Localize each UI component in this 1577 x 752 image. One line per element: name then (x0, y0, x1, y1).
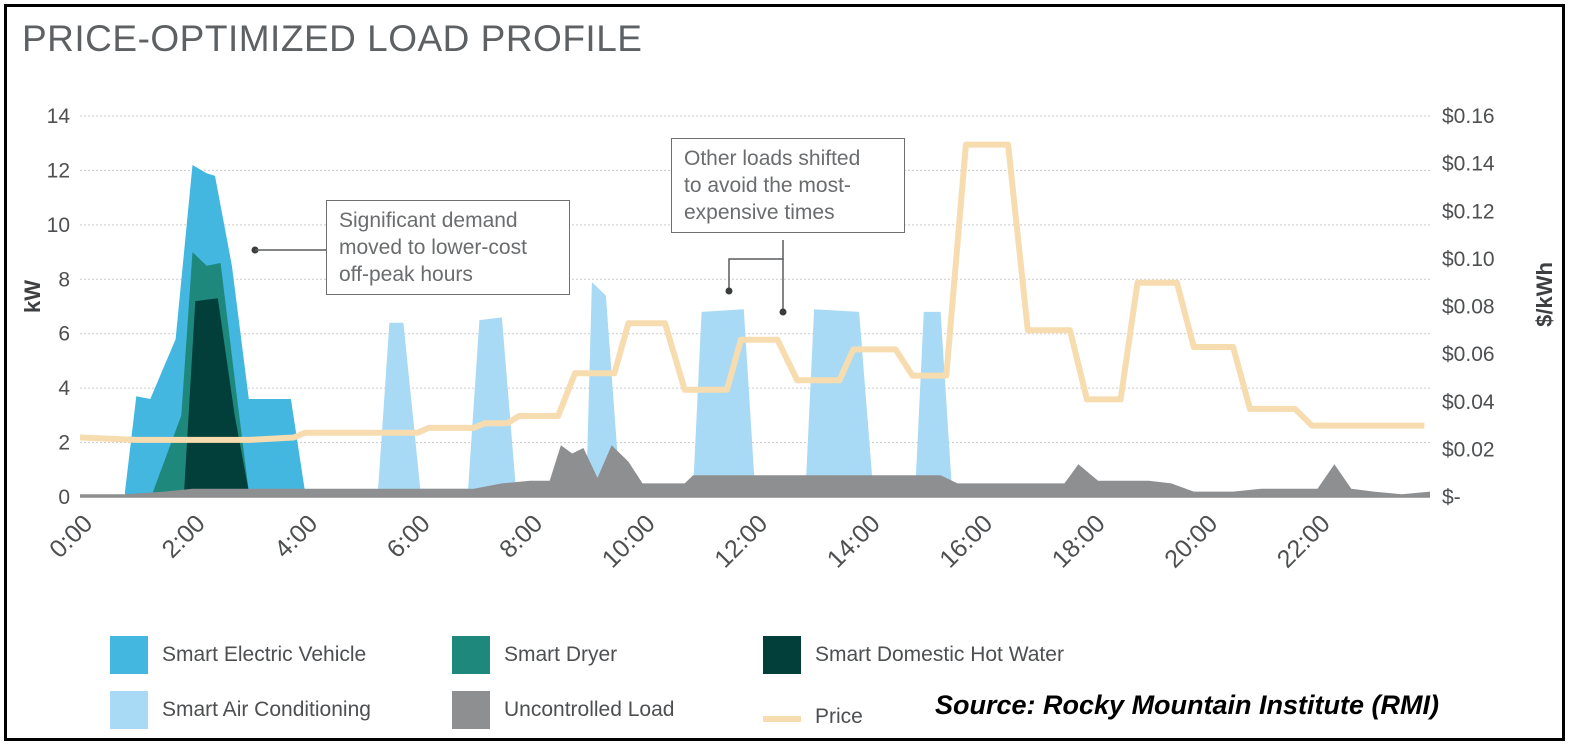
y-tick-label: 4 (58, 377, 70, 400)
y-tick-label: 6 (58, 323, 70, 346)
legend-swatch (110, 636, 148, 674)
legend-label: Smart Dryer (504, 643, 618, 666)
legend-item-smart-air-conditioning: Smart Air Conditioning (110, 691, 371, 729)
legend-item-smart-dryer: Smart Dryer (452, 636, 617, 674)
y-tick-label: 8 (58, 268, 70, 291)
annotation-line: moved to lower-cost (339, 236, 527, 259)
y2-tick-label: $0.02 (1442, 438, 1495, 461)
series-line-price (79, 141, 1425, 443)
legend-swatch (452, 636, 490, 674)
source-credit: Source: Rocky Mountain Institute (RMI) (935, 690, 1440, 720)
legend-swatch (763, 636, 801, 674)
x-tick-label: 4:00 (269, 509, 323, 563)
x-tick-label: 0:00 (44, 509, 98, 563)
chart-title: PRICE-OPTIMIZED LOAD PROFILE (22, 18, 643, 59)
x-tick-label: 8:00 (494, 509, 548, 563)
y2-tick-label: $0.10 (1442, 248, 1495, 271)
y-tick-label: 12 (47, 159, 70, 182)
annotation-line: to avoid the most- (684, 174, 851, 197)
y-tick-label: 14 (47, 105, 71, 128)
series-area-uncontrolled-load (80, 445, 1430, 497)
y2-tick-label: $0.06 (1442, 343, 1495, 366)
y2-tick-label: $- (1442, 486, 1461, 509)
x-tick-label: 12:00 (709, 509, 773, 573)
series-area-smart-air-conditioning (378, 282, 952, 497)
series-area-smart-domestic-hot-water (184, 298, 249, 497)
y-axis-label: kW (20, 280, 45, 313)
x-tick-label: 2:00 (157, 509, 211, 563)
leader-dot (779, 308, 787, 316)
x-tick-label: 10:00 (597, 509, 661, 573)
x-tick-label: 22:00 (1272, 509, 1336, 573)
legend-item-smart-domestic-hot-water: Smart Domestic Hot Water (763, 636, 1064, 674)
legend-item-smart-electric-vehicle: Smart Electric Vehicle (110, 636, 366, 674)
annotation-line: off-peak hours (339, 263, 473, 286)
legend-swatch-line (763, 716, 801, 722)
legend-label: Uncontrolled Load (504, 698, 675, 721)
leader-line (728, 240, 784, 290)
chart-frame (4, 4, 1565, 741)
legend-item-price: Price (763, 705, 863, 731)
y2-tick-label: $0.12 (1442, 200, 1495, 223)
y-tick-label: 2 (58, 432, 70, 455)
y2-tick-label: $0.08 (1442, 296, 1495, 319)
legend-swatch (110, 691, 148, 729)
y-tick-label: 0 (58, 486, 70, 509)
annotation-demand-moved: Significant demand moved to lower-cost o… (326, 200, 570, 295)
annotation-line: expensive times (684, 201, 835, 224)
legend-label: Smart Domestic Hot Water (815, 643, 1064, 666)
legend-item-uncontrolled-load: Uncontrolled Load (452, 691, 674, 729)
x-tick-label: 16:00 (934, 509, 998, 573)
y-tick-label: 10 (47, 214, 70, 237)
legend-label: Price (815, 705, 863, 728)
leader-dot (725, 287, 733, 295)
legend-label: Smart Air Conditioning (162, 698, 371, 721)
annotation-loads-shifted: Other loads shifted to avoid the most- e… (671, 138, 905, 233)
annotation-line: Significant demand (339, 209, 518, 232)
annotation-line: Other loads shifted (684, 147, 861, 170)
y2-tick-label: $0.16 (1442, 105, 1495, 128)
x-tick-label: 20:00 (1159, 509, 1223, 573)
y2-axis-label: $/kWh (1532, 262, 1557, 327)
x-tick-label: 18:00 (1047, 509, 1111, 573)
y2-tick-label: $0.14 (1442, 153, 1495, 176)
x-tick-label: 6:00 (382, 509, 436, 563)
y2-tick-label: $0.04 (1442, 391, 1495, 414)
legend-swatch (452, 691, 490, 729)
x-tick-label: 14:00 (822, 509, 886, 573)
legend-label: Smart Electric Vehicle (162, 643, 367, 666)
